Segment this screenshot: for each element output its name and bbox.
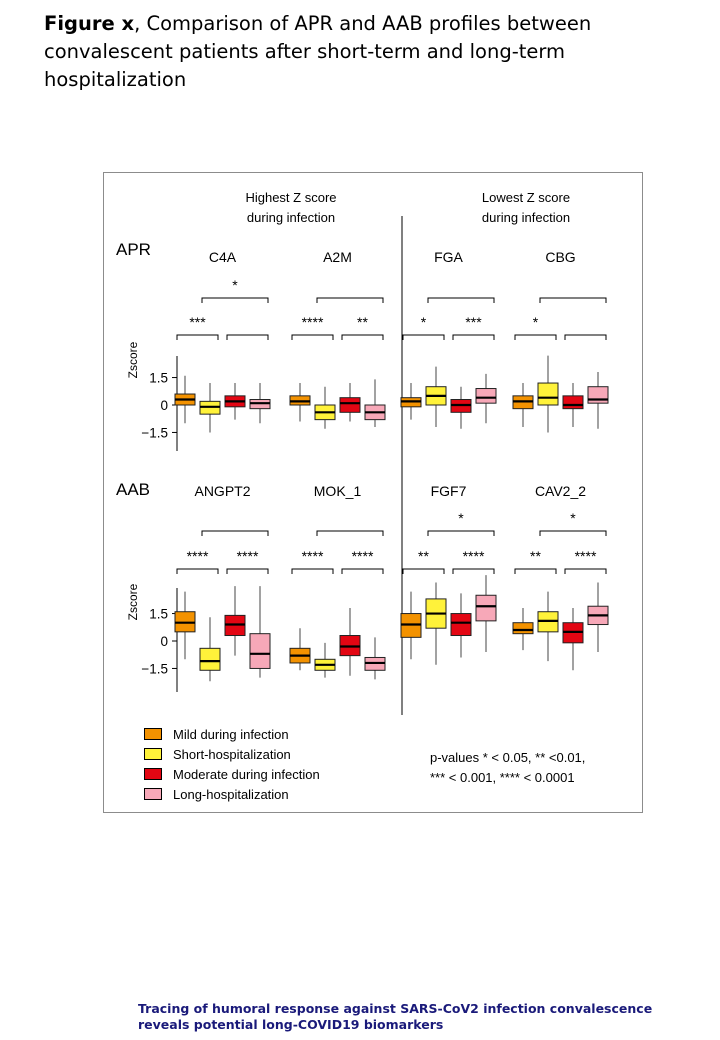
- gene-label: MOK_1: [314, 483, 362, 499]
- legend-swatch: [144, 748, 162, 760]
- significance-bracket: [564, 568, 607, 574]
- pvalue-note: p-values * < 0.05, ** <0.01, *** < 0.001…: [430, 748, 630, 788]
- legend-item: Short-hospitalization: [144, 744, 320, 764]
- gene-label: ANGPT2: [194, 483, 250, 499]
- significance-label: **: [530, 548, 541, 564]
- row-label: AAB: [116, 480, 150, 499]
- box: [339, 397, 361, 413]
- pvalue-line2: *** < 0.001, **** < 0.0001: [430, 770, 575, 785]
- gene-label: C4A: [209, 249, 237, 265]
- significance-label: **: [418, 548, 429, 564]
- gene-label: FGA: [434, 249, 463, 265]
- significance-bracket: [427, 297, 495, 303]
- box: [475, 594, 497, 622]
- gene-label: A2M: [323, 249, 352, 265]
- box: [475, 388, 497, 404]
- significance-label: ****: [575, 548, 597, 564]
- y-axis-label: Zscore: [126, 341, 140, 378]
- significance-label: ****: [237, 548, 259, 564]
- significance-label: ***: [189, 314, 206, 330]
- figure-label: Figure x: [44, 12, 135, 35]
- y-tick-label: −1.5: [141, 425, 168, 440]
- significance-bracket: [427, 530, 495, 536]
- box: [537, 382, 559, 406]
- significance-bracket: [402, 334, 445, 340]
- significance-bracket: [539, 530, 607, 536]
- box: [587, 386, 609, 404]
- legend-label: Mild during infection: [173, 726, 289, 742]
- significance-label: ****: [302, 548, 324, 564]
- header-right-line2: during infection: [482, 210, 570, 225]
- footer-text: Tracing of humoral response against SARS…: [138, 1001, 653, 1032]
- significance-bracket: [539, 297, 607, 303]
- header-left-line1: Highest Z score: [245, 190, 336, 205]
- box: [249, 633, 271, 669]
- significance-bracket: [291, 334, 334, 340]
- significance-label: ****: [187, 548, 209, 564]
- box: [562, 395, 584, 410]
- significance-label: **: [357, 314, 368, 330]
- legend-item: Moderate during infection: [144, 764, 320, 784]
- significance-label: ****: [463, 548, 485, 564]
- pvalue-line1: p-values * < 0.05, ** <0.01,: [430, 750, 586, 765]
- figure-caption: , Comparison of APR and AAB profiles bet…: [44, 12, 592, 91]
- gene-label: FGF7: [431, 483, 467, 499]
- significance-bracket: [514, 334, 557, 340]
- significance-bracket: [226, 568, 269, 574]
- significance-label: *: [232, 277, 238, 293]
- significance-label: *: [533, 314, 539, 330]
- legend-label: Long-hospitalization: [173, 786, 289, 802]
- significance-bracket: [316, 530, 384, 536]
- significance-label: ***: [465, 314, 482, 330]
- y-tick-label: 0: [160, 634, 168, 649]
- legend: Mild during infection Short-hospitalizat…: [144, 724, 320, 804]
- y-tick-label: 1.5: [149, 607, 168, 622]
- significance-bracket: [341, 334, 384, 340]
- legend-item: Long-hospitalization: [144, 784, 320, 804]
- legend-label: Short-hospitalization: [173, 746, 291, 762]
- y-axis-label: Zscore: [126, 583, 140, 620]
- significance-label: *: [421, 314, 427, 330]
- significance-bracket: [176, 334, 219, 340]
- significance-bracket: [564, 334, 607, 340]
- y-tick-label: 1.5: [149, 371, 168, 386]
- significance-bracket: [291, 568, 334, 574]
- y-tick-label: −1.5: [141, 661, 168, 676]
- figure-panel-frame: [103, 172, 643, 813]
- row-label: APR: [116, 240, 151, 259]
- significance-bracket: [514, 568, 557, 574]
- significance-label: *: [458, 510, 464, 526]
- legend-swatch: [144, 768, 162, 780]
- significance-bracket: [341, 568, 384, 574]
- significance-bracket: [226, 334, 269, 340]
- legend-swatch: [144, 788, 162, 800]
- y-tick-label: 0: [160, 398, 168, 413]
- header-left-line2: during infection: [247, 210, 335, 225]
- significance-bracket: [452, 568, 495, 574]
- box: [450, 613, 472, 637]
- significance-bracket: [452, 334, 495, 340]
- figure-title: Figure x, Comparison of APR and AAB prof…: [44, 10, 664, 94]
- legend-swatch: [144, 728, 162, 740]
- significance-label: ****: [302, 314, 324, 330]
- gene-label: CAV2_2: [535, 483, 586, 499]
- legend-item: Mild during infection: [144, 724, 320, 744]
- box: [199, 647, 221, 671]
- significance-bracket: [201, 530, 269, 536]
- significance-bracket: [402, 568, 445, 574]
- significance-bracket: [316, 297, 384, 303]
- box: [512, 622, 534, 635]
- significance-label: *: [570, 510, 576, 526]
- significance-label: ****: [352, 548, 374, 564]
- legend-label: Moderate during infection: [173, 766, 320, 782]
- significance-bracket: [201, 297, 269, 303]
- gene-label: CBG: [545, 249, 575, 265]
- header-right-line1: Lowest Z score: [482, 190, 570, 205]
- significance-bracket: [176, 568, 219, 574]
